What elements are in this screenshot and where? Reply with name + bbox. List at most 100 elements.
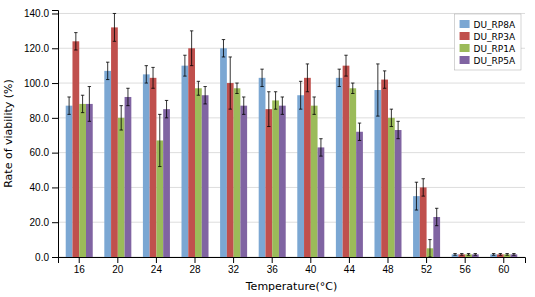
plot: 1620242832364044485256600.020.040.060.08… (2, 8, 526, 293)
x-tick: 28 (189, 257, 201, 275)
x-tick-label: 16 (74, 264, 86, 275)
legend-swatch (460, 56, 470, 64)
y-tick-label: 80.0 (30, 113, 50, 124)
y-tick-mark (52, 187, 58, 188)
y-tick-label: 60.0 (30, 147, 50, 158)
y-tick-mark (52, 257, 58, 258)
y-tick: 140.0 (24, 8, 58, 19)
error-bar (267, 92, 270, 127)
error-bar (383, 71, 386, 88)
bar (234, 88, 241, 257)
error-bar (183, 55, 186, 76)
x-tick-label: 24 (151, 264, 163, 275)
bar (304, 78, 311, 257)
legend: DU_RP8A DU_RP3A DU_RP1A DU_RP5A (455, 14, 521, 70)
bar (420, 187, 427, 257)
x-tick: 60 (498, 257, 510, 275)
error-bar (422, 179, 425, 196)
grid-line (58, 83, 525, 84)
x-tick: 52 (421, 257, 433, 275)
bar (86, 104, 93, 257)
x-tick-mark (503, 257, 504, 263)
x-tick-label: 44 (344, 264, 356, 275)
bar (311, 106, 318, 257)
bar (336, 78, 343, 257)
legend-label: DU_RP3A (474, 32, 516, 42)
bar (220, 48, 227, 257)
bar (356, 132, 363, 257)
x-tick: 48 (382, 257, 394, 275)
series (72, 13, 503, 257)
x-tick-label: 40 (305, 264, 317, 275)
bar (118, 118, 125, 257)
error-bar (235, 83, 238, 93)
legend-swatch (460, 20, 470, 28)
x-tick: 40 (305, 257, 317, 275)
y-tick-label: 0.0 (35, 252, 49, 263)
x-axis-line (59, 258, 526, 264)
y-tick-mark (52, 222, 58, 223)
error-bar (435, 208, 438, 225)
legend-swatch (460, 32, 470, 40)
bar (343, 66, 350, 257)
marks (66, 13, 518, 257)
error-bar (428, 240, 431, 257)
bar (182, 66, 189, 257)
error-bar (81, 95, 84, 112)
bar (465, 254, 472, 257)
x-tick-mark (195, 257, 196, 263)
y-tick: 0.0 (35, 252, 58, 263)
error-bar (151, 67, 154, 88)
bar (504, 254, 511, 257)
bar (163, 109, 170, 257)
x-tick: 24 (151, 257, 163, 275)
bar (143, 74, 150, 257)
error-bar (88, 87, 91, 122)
x-axis: 16 20 24 28 32 36 40 44 48 52 56 60 (59, 257, 526, 275)
y-tick-label: 40.0 (30, 182, 50, 193)
legend-label: DU_RP8A (474, 20, 516, 30)
x-tick-mark (310, 257, 311, 263)
x-tick: 32 (228, 257, 240, 275)
x-tick: 20 (112, 257, 124, 275)
legend-entry: DU_RP1A (460, 44, 516, 54)
error-bar (67, 97, 70, 114)
error-bar (396, 121, 399, 138)
bar (265, 109, 272, 257)
series (79, 81, 510, 257)
x-axis-title: Temperature(°C) (245, 280, 337, 293)
x-tick-label: 56 (460, 264, 472, 275)
x-tick-label: 36 (267, 264, 279, 275)
x-tick: 16 (74, 257, 86, 275)
bar (349, 88, 356, 257)
error-bar (229, 57, 232, 109)
error-bar (453, 254, 456, 256)
bar (381, 80, 388, 257)
y-axis-line (52, 11, 59, 258)
error-bar (358, 123, 361, 140)
error-bar (260, 69, 263, 86)
bar (279, 106, 286, 257)
legend-swatch (460, 44, 470, 52)
error-bar (222, 40, 225, 57)
error-bar (376, 64, 379, 116)
x-tick-mark (272, 257, 273, 263)
x-tick-label: 52 (421, 264, 433, 275)
x-tick-label: 48 (382, 264, 394, 275)
error-bar (281, 97, 284, 114)
error-bar (344, 55, 347, 76)
x-tick-mark (233, 257, 234, 263)
legend-entry: DU_RP5A (460, 56, 516, 66)
bar (472, 254, 479, 257)
error-bar (242, 97, 245, 114)
error-bar (74, 33, 77, 50)
series (86, 87, 517, 257)
error-bar (505, 254, 508, 256)
legend-label: DU_RP1A (474, 44, 516, 54)
y-tick: 120.0 (24, 43, 58, 54)
bar (458, 254, 465, 257)
y-axis-title: Rate of viability (%) (2, 79, 15, 188)
bar (111, 27, 118, 257)
x-tick: 44 (344, 257, 356, 275)
bar (297, 95, 304, 257)
